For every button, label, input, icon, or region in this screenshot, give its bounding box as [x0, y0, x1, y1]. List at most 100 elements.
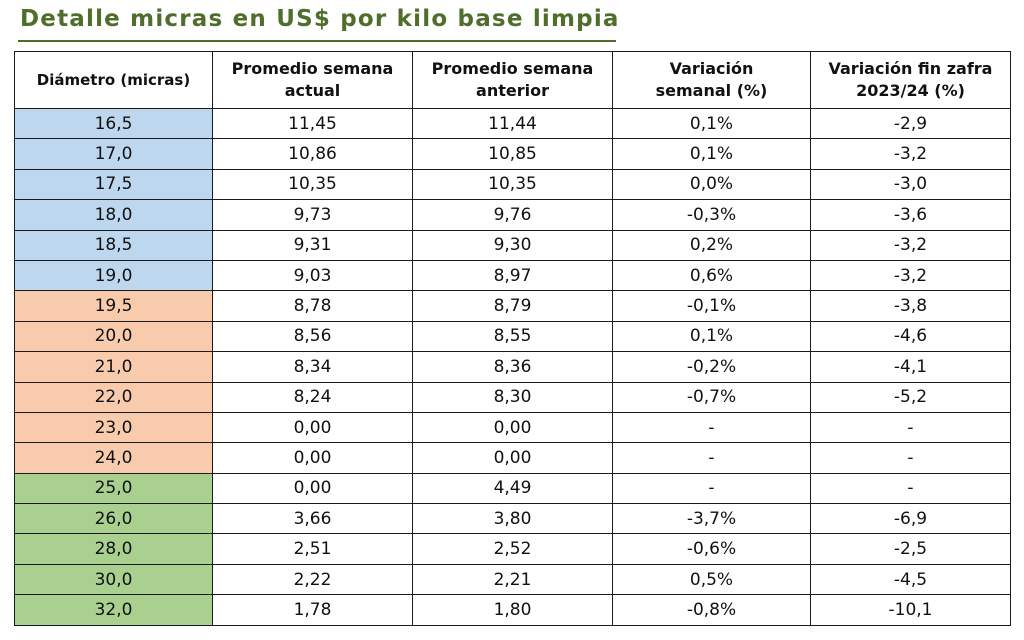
cell-diameter: 17,5	[14, 168, 213, 201]
header-previous-week-avg: Promedio semana anterior	[412, 51, 613, 109]
cell-season-end-variation: -3,2	[810, 259, 1011, 292]
cell-diameter: 18,5	[14, 229, 213, 261]
cell-weekly-variation: 0,5%	[612, 563, 811, 596]
cell-weekly-variation: 0,1%	[612, 320, 811, 353]
cell-current-week-avg: 9,03	[212, 259, 413, 292]
cell-season-end-variation: -	[810, 442, 1011, 474]
cell-weekly-variation: -0,3%	[612, 199, 811, 231]
cell-season-end-variation: -3,2	[810, 138, 1011, 170]
cell-previous-week-avg: 3,80	[412, 503, 613, 535]
cell-current-week-avg: 8,56	[212, 320, 413, 353]
title-underline	[18, 40, 616, 42]
cell-current-week-avg: 11,45	[212, 107, 413, 140]
cell-weekly-variation: 0,1%	[612, 138, 811, 170]
cell-current-week-avg: 8,34	[212, 351, 413, 383]
table-header-row: Diámetro (micras) Promedio semana actual…	[14, 51, 1011, 109]
cell-season-end-variation: -4,1	[810, 351, 1011, 383]
table-row: 26,0 3,66 3,80 -3,7% -6,9	[14, 503, 1011, 535]
page-title: Detalle micras en US$ por kilo base limp…	[20, 6, 620, 32]
table-row: 19,5 8,78 8,79 -0,1% -3,8	[14, 290, 1011, 322]
header-current-week-avg: Promedio semana actual	[212, 51, 413, 109]
cell-diameter: 19,0	[14, 259, 213, 292]
cell-diameter: 28,0	[14, 533, 213, 565]
cell-previous-week-avg: 8,55	[412, 320, 613, 353]
table-row: 16,5 11,45 11,44 0,1% -2,9	[14, 107, 1011, 140]
cell-current-week-avg: 2,51	[212, 533, 413, 565]
cell-weekly-variation: -	[612, 472, 811, 505]
table-row: 30,0 2,22 2,21 0,5% -4,5	[14, 563, 1011, 596]
cell-season-end-variation: -4,6	[810, 320, 1011, 353]
cell-previous-week-avg: 8,36	[412, 351, 613, 383]
cell-season-end-variation: -10,1	[810, 594, 1011, 626]
cell-season-end-variation: -	[810, 472, 1011, 505]
cell-weekly-variation: -	[612, 411, 811, 444]
table-row: 19,0 9,03 8,97 0,6% -3,2	[14, 259, 1011, 292]
cell-weekly-variation: 0,2%	[612, 229, 811, 261]
table-row: 23,0 0,00 0,00- -	[14, 411, 1011, 444]
cell-weekly-variation: 0,6%	[612, 259, 811, 292]
cell-current-week-avg: 0,00	[212, 472, 413, 505]
cell-previous-week-avg: 2,21	[412, 563, 613, 596]
cell-current-week-avg: 10,86	[212, 138, 413, 170]
cell-weekly-variation: 0,0%	[612, 168, 811, 201]
cell-diameter: 18,0	[14, 199, 213, 231]
cell-previous-week-avg: 4,49	[412, 472, 613, 505]
cell-diameter: 16,5	[14, 107, 213, 140]
cell-previous-week-avg: 9,30	[412, 229, 613, 261]
cell-weekly-variation: -3,7%	[612, 503, 811, 535]
cell-season-end-variation: -3,8	[810, 290, 1011, 322]
cell-previous-week-avg: 2,52	[412, 533, 613, 565]
cell-diameter: 17,0	[14, 138, 213, 170]
cell-previous-week-avg: 11,44	[412, 107, 613, 140]
cell-season-end-variation: -2,9	[810, 107, 1011, 140]
cell-season-end-variation: -5,2	[810, 381, 1011, 413]
cell-season-end-variation: -3,2	[810, 229, 1011, 261]
table-row: 18,5 9,31 9,30 0,2% -3,2	[14, 229, 1011, 261]
cell-current-week-avg: 1,78	[212, 594, 413, 626]
cell-diameter: 22,0	[14, 381, 213, 413]
cell-previous-week-avg: 1,80	[412, 594, 613, 626]
table-row: 28,0 2,51 2,52 -0,6% -2,5	[14, 533, 1011, 565]
cell-diameter: 20,0	[14, 320, 213, 353]
cell-weekly-variation: 0,1%	[612, 107, 811, 140]
cell-diameter: 26,0	[14, 503, 213, 535]
cell-previous-week-avg: 0,00	[412, 411, 613, 444]
cell-season-end-variation: -	[810, 411, 1011, 444]
cell-previous-week-avg: 8,79	[412, 290, 613, 322]
cell-weekly-variation: -0,7%	[612, 381, 811, 413]
cell-season-end-variation: -4,5	[810, 563, 1011, 596]
table-row: 24,0 0,00 0,00- -	[14, 442, 1011, 474]
cell-diameter: 24,0	[14, 442, 213, 474]
cell-current-week-avg: 8,24	[212, 381, 413, 413]
header-weekly-variation: Variación semanal (%)	[612, 51, 811, 109]
cell-current-week-avg: 0,00	[212, 411, 413, 444]
cell-previous-week-avg: 0,00	[412, 442, 613, 474]
table-row: 22,0 8,24 8,30 -0,7% -5,2	[14, 381, 1011, 413]
header-diameter: Diámetro (micras)	[14, 51, 213, 109]
cell-previous-week-avg: 10,85	[412, 138, 613, 170]
cell-weekly-variation: -0,8%	[612, 594, 811, 626]
cell-previous-week-avg: 8,97	[412, 259, 613, 292]
cell-diameter: 23,0	[14, 411, 213, 444]
cell-diameter: 30,0	[14, 563, 213, 596]
cell-weekly-variation: -0,1%	[612, 290, 811, 322]
cell-current-week-avg: 9,73	[212, 199, 413, 231]
micron-price-table: Diámetro (micras) Promedio semana actual…	[14, 51, 1011, 626]
cell-diameter: 25,0	[14, 472, 213, 505]
cell-diameter: 32,0	[14, 594, 213, 626]
cell-current-week-avg: 9,31	[212, 229, 413, 261]
cell-weekly-variation: -	[612, 442, 811, 474]
cell-current-week-avg: 2,22	[212, 563, 413, 596]
cell-season-end-variation: -2,5	[810, 533, 1011, 565]
table-row: 17,0 10,86 10,85 0,1% -3,2	[14, 138, 1011, 170]
cell-previous-week-avg: 10,35	[412, 168, 613, 201]
table-row: 20,0 8,56 8,55 0,1% -4,6	[14, 320, 1011, 353]
cell-previous-week-avg: 8,30	[412, 381, 613, 413]
cell-diameter: 21,0	[14, 351, 213, 383]
cell-season-end-variation: -6,9	[810, 503, 1011, 535]
table-row: 18,0 9,73 9,76 -0,3% -3,6	[14, 199, 1011, 231]
table-row: 25,0 0,00 4,49- -	[14, 472, 1011, 505]
cell-current-week-avg: 3,66	[212, 503, 413, 535]
cell-current-week-avg: 10,35	[212, 168, 413, 201]
table-row: 17,5 10,35 10,35 0,0% -3,0	[14, 168, 1011, 201]
